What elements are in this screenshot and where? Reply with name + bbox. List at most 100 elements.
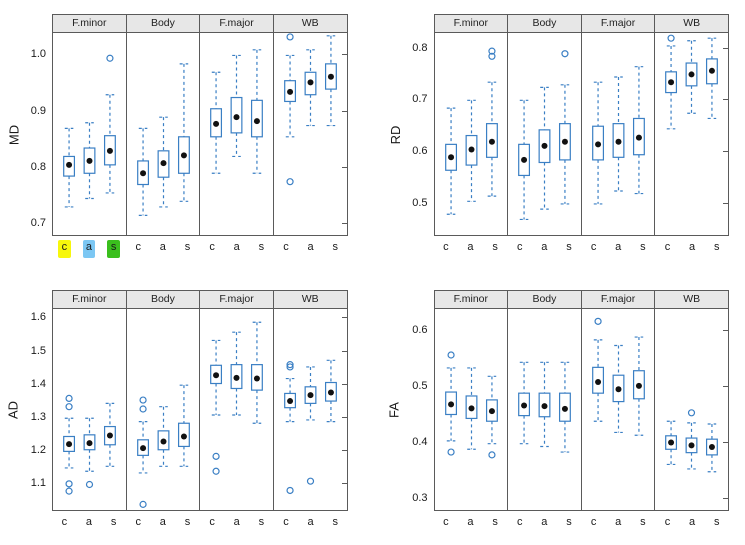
x-tick-label: c (126, 240, 151, 258)
outlier (66, 488, 72, 494)
facet (655, 309, 728, 511)
outlier (140, 406, 146, 412)
facets (53, 309, 347, 511)
y-ticks: 0.30.40.50.6 (388, 290, 432, 512)
y-tick-label: 1.0 (31, 48, 46, 60)
median-dot (636, 135, 642, 141)
median-dot (668, 439, 674, 445)
facet-svg (53, 309, 126, 511)
x-tick-label: s (107, 240, 120, 258)
x-tick-group: cas (200, 515, 274, 533)
x-tick-label: s (249, 240, 274, 258)
facet-svg (200, 33, 273, 235)
y-tick-mark-right (342, 483, 348, 484)
y-tick-label: 0.5 (412, 380, 427, 392)
x-tick-label: a (532, 515, 557, 533)
x-tick-label: s (483, 240, 508, 258)
x-tick-label: c (434, 515, 459, 533)
y-tick-label: 0.7 (412, 93, 427, 105)
y-tick-mark-right (723, 498, 729, 499)
median-dot (234, 114, 240, 120)
median-dot (521, 157, 527, 163)
panel-FA: FA0.30.40.50.6F.minorBodyF.majorWBcascas… (388, 282, 740, 540)
y-ticks: 0.50.60.70.8 (388, 14, 432, 236)
median-dot (689, 71, 695, 77)
y-tick-label: 1.1 (31, 477, 46, 489)
facets (53, 33, 347, 235)
x-tick-group: cas (581, 240, 655, 258)
outlier (287, 487, 293, 493)
median-dot (66, 441, 72, 447)
x-tick-group: cas (126, 240, 200, 258)
x-tick-label: s (101, 515, 126, 533)
facet (655, 33, 728, 235)
x-tick-label: a (458, 515, 483, 533)
y-tick-mark-right (342, 417, 348, 418)
x-tick-group: cas (655, 515, 729, 533)
y-tick-label: 1.3 (31, 411, 46, 423)
panel-AD: AD1.11.21.31.41.51.6F.minorBodyF.majorWB… (6, 282, 358, 540)
x-tick-label: a (151, 240, 176, 258)
outlier (66, 395, 72, 401)
panel-RD: RD0.50.60.70.8F.minorBodyF.majorWBcascas… (388, 6, 740, 264)
facet-strip-row: F.minorBodyF.majorWB (435, 15, 729, 33)
x-tick-group: cas (507, 515, 581, 533)
y-tick-mark-right (342, 384, 348, 385)
median-dot (542, 143, 548, 149)
median-dot (615, 386, 621, 392)
facet-strip: F.major (582, 15, 656, 32)
median-dot (468, 405, 474, 411)
y-ticks: 0.70.80.91.0 (6, 14, 50, 236)
plot-area: F.minorBodyF.majorWB (52, 290, 348, 512)
x-tick-label: c (58, 240, 71, 258)
facet-strip: WB (274, 15, 347, 32)
y-tick-mark-right (342, 351, 348, 352)
x-ticks: cascascascas (52, 515, 348, 533)
x-tick-label: s (323, 240, 348, 258)
outlier (66, 480, 72, 486)
x-tick-label: c (655, 515, 680, 533)
x-tick-label: s (249, 515, 274, 533)
x-tick-label: a (151, 515, 176, 533)
median-dot (213, 372, 219, 378)
outlier (140, 397, 146, 403)
facets (435, 33, 729, 235)
median-dot (328, 389, 334, 395)
median-dot (448, 154, 454, 160)
median-dot (87, 440, 93, 446)
median-dot (562, 139, 568, 145)
x-tick-group: cas (581, 515, 655, 533)
median-dot (234, 374, 240, 380)
median-dot (87, 158, 93, 164)
facet-svg (127, 309, 200, 511)
plot-area: F.minorBodyF.majorWB (434, 14, 730, 236)
y-tick-mark-right (723, 99, 729, 100)
y-tick-mark-right (342, 54, 348, 55)
median-dot (488, 408, 494, 414)
median-dot (615, 139, 621, 145)
median-dot (66, 162, 72, 168)
facet-svg (274, 33, 347, 235)
x-tick-group: cas (126, 515, 200, 533)
facet-svg (274, 309, 347, 511)
median-dot (668, 79, 674, 85)
median-dot (307, 79, 313, 85)
x-tick-group: cas (274, 240, 348, 258)
median-dot (542, 403, 548, 409)
median-dot (254, 118, 260, 124)
facet (274, 33, 347, 235)
facet-svg (655, 33, 728, 235)
y-tick-label: 0.8 (412, 42, 427, 54)
median-dot (213, 121, 219, 127)
y-tick-mark-right (342, 450, 348, 451)
plot-area: F.minorBodyF.majorWB (434, 290, 730, 512)
x-tick-label: a (298, 240, 323, 258)
facet-strip: F.major (582, 291, 656, 308)
x-tick-label: s (557, 240, 582, 258)
x-tick-label: c (126, 515, 151, 533)
y-tick-label: 0.6 (412, 145, 427, 157)
x-tick-label: a (680, 515, 705, 533)
x-tick-label: s (631, 240, 656, 258)
y-tick-mark-right (723, 48, 729, 49)
x-tick-label: c (507, 515, 532, 533)
